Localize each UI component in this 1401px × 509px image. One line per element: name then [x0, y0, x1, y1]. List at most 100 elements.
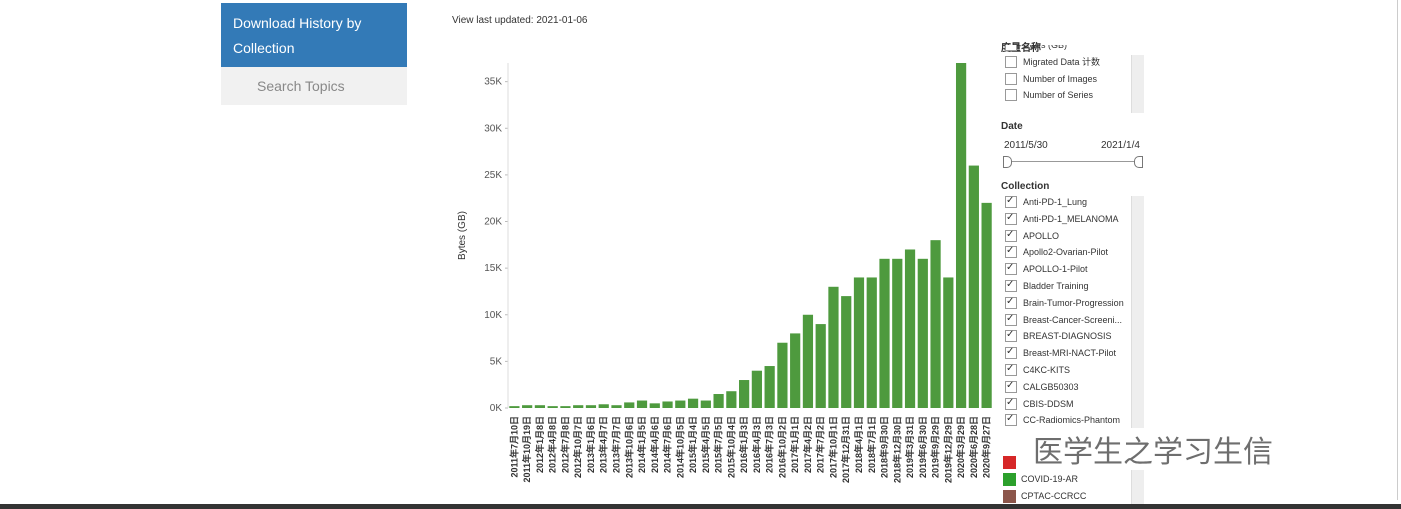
collection-option[interactable]: Breast-Cancer-Screeni... [1001, 311, 1131, 329]
bar [981, 202, 992, 408]
legend-swatch [1003, 456, 1016, 469]
date-slider[interactable] [1006, 161, 1140, 162]
bar [560, 406, 571, 408]
x-tick-label: 2019年3月31日 [904, 416, 915, 478]
bar [841, 296, 852, 408]
x-tick-label: 2017年1月1日 [789, 416, 800, 473]
bar [853, 277, 865, 408]
x-tick-label: 2016年4月3日 [751, 416, 762, 473]
bar [675, 400, 686, 408]
x-tick-label: 2020年6月28日 [968, 416, 979, 478]
x-tick-label: 2016年1月3日 [738, 416, 749, 473]
bar [636, 400, 648, 408]
date-title: Date [1001, 121, 1023, 132]
date-end: 2021/1/4 [1101, 140, 1140, 151]
collection-option[interactable]: CALGB50303 [1001, 378, 1131, 396]
y-tick-label: 35K [484, 77, 502, 88]
bar [534, 405, 546, 408]
measure-option[interactable]: Migrated Data 计数 [1001, 54, 1131, 71]
bar [917, 258, 928, 408]
edge [1397, 0, 1398, 500]
slider-handle[interactable] [1134, 156, 1143, 168]
bar [751, 370, 762, 408]
x-tick-label: 2014年4月6日 [649, 416, 660, 473]
y-tick-label: 0K [490, 403, 503, 414]
collection-option[interactable]: BREAST-DIAGNOSIS [1001, 327, 1131, 345]
bar [687, 398, 699, 408]
bar [892, 258, 903, 408]
x-tick-label: 2017年7月2日 [815, 416, 826, 473]
x-tick-label: 2016年10月2日 [776, 416, 787, 478]
collection-list: Anti-PD-1_LungAnti-PD-1_MELANOMAAPOLLOAp… [1001, 194, 1131, 429]
x-tick-label: 2011年7月10日 [508, 416, 519, 478]
y-tick-label: 20K [484, 217, 502, 228]
x-tick-label: 2017年10月1日 [827, 416, 838, 478]
x-tick-label: 2018年4月1日 [853, 416, 864, 473]
slider-handle[interactable] [1003, 156, 1012, 168]
x-tick-label: 2015年4月5日 [700, 416, 711, 473]
x-tick-label: 2012年1月8日 [534, 416, 545, 473]
collection-option[interactable]: CBIS-DDSM [1001, 395, 1131, 413]
legend-swatch [1003, 473, 1016, 486]
y-tick-label: 10K [484, 310, 502, 321]
measure-option[interactable]: Number of Images [1001, 71, 1131, 88]
scrollbar [1131, 470, 1144, 509]
collection-option[interactable]: Apollo2-Ovarian-Pilot [1001, 243, 1131, 261]
x-tick-label: 2013年7月7日 [610, 416, 621, 473]
collection-option[interactable]: APOLLO-1-Pilot [1001, 260, 1131, 278]
measure-option[interactable]: Bytes (GB) [1001, 45, 1131, 54]
collection-option[interactable]: Bladder Training [1001, 277, 1131, 295]
bar [573, 405, 584, 408]
bar [598, 404, 609, 408]
x-tick-label: 2012年10月7日 [572, 416, 583, 478]
measure-option[interactable]: Number of Series [1001, 87, 1131, 104]
bar [943, 277, 954, 408]
x-tick-label: 2015年1月4日 [687, 416, 698, 473]
chart: 0K 5K 10K 15K 20K 25K 30K 35K Bytes (GB) 2011年7月1… [457, 63, 992, 483]
x-tick-label: 2015年7月5日 [713, 416, 724, 473]
x-tick-label: 2014年1月5日 [636, 416, 647, 473]
x-tick-label: 2012年7月8日 [559, 416, 570, 473]
collection-title: Collection [1001, 181, 1050, 192]
collection-option[interactable]: CC-Radiomics-Phantom [1001, 411, 1131, 429]
x-tick-label: 2011年10月19日 [521, 416, 532, 483]
bar [828, 286, 839, 408]
x-tick-label: 2013年1月6日 [585, 416, 596, 473]
bar [802, 314, 814, 408]
y-tick-label: 5K [490, 356, 503, 367]
bar [624, 402, 635, 408]
collection-option[interactable]: Anti-PD-1_Lung [1001, 194, 1131, 211]
x-tick-label: 2019年12月29日 [942, 416, 953, 483]
x-tick-label: 2020年9月27日 [981, 416, 992, 478]
x-tick-label: 2020年3月29日 [955, 416, 966, 478]
x-tick-label: 2017年12月31日 [840, 416, 851, 483]
bar [904, 249, 916, 408]
bar [955, 63, 967, 408]
bar [662, 401, 673, 408]
x-tick-label: 2015年10月4日 [725, 416, 736, 478]
collection-option[interactable]: Brain-Tumor-Progression [1001, 294, 1131, 312]
x-tick-label: 2019年6月30日 [917, 416, 928, 478]
x-tick-label: 2013年10月6日 [623, 416, 634, 478]
x-tick-label: 2012年4月8日 [547, 416, 558, 473]
collection-option[interactable]: Breast-MRI-NACT-Pilot [1001, 344, 1131, 362]
collection-option[interactable]: APOLLO [1001, 227, 1131, 245]
nav-search-topics[interactable]: Search Topics [221, 67, 407, 105]
legend-item: COVID-19-AR [1003, 473, 1131, 490]
legend: COVID-19-AR CPTAC-CCRCC [1003, 473, 1131, 507]
x-tick-label: 2018年7月1日 [866, 416, 877, 473]
bar [764, 366, 775, 408]
bar [611, 405, 622, 408]
legend-swatch [1003, 490, 1016, 503]
scrollbar [1131, 55, 1144, 113]
bar [649, 403, 660, 408]
collection-option[interactable]: C4KC-KITS [1001, 361, 1131, 379]
x-tick-label: 2016年7月3日 [764, 416, 775, 473]
legend-label: COVID-19-AR [1021, 474, 1079, 484]
collection-option[interactable]: Anti-PD-1_MELANOMA [1001, 210, 1131, 228]
bar [815, 324, 826, 408]
nav-download-history[interactable]: Download History by Collection [221, 3, 407, 67]
bar [790, 333, 801, 408]
